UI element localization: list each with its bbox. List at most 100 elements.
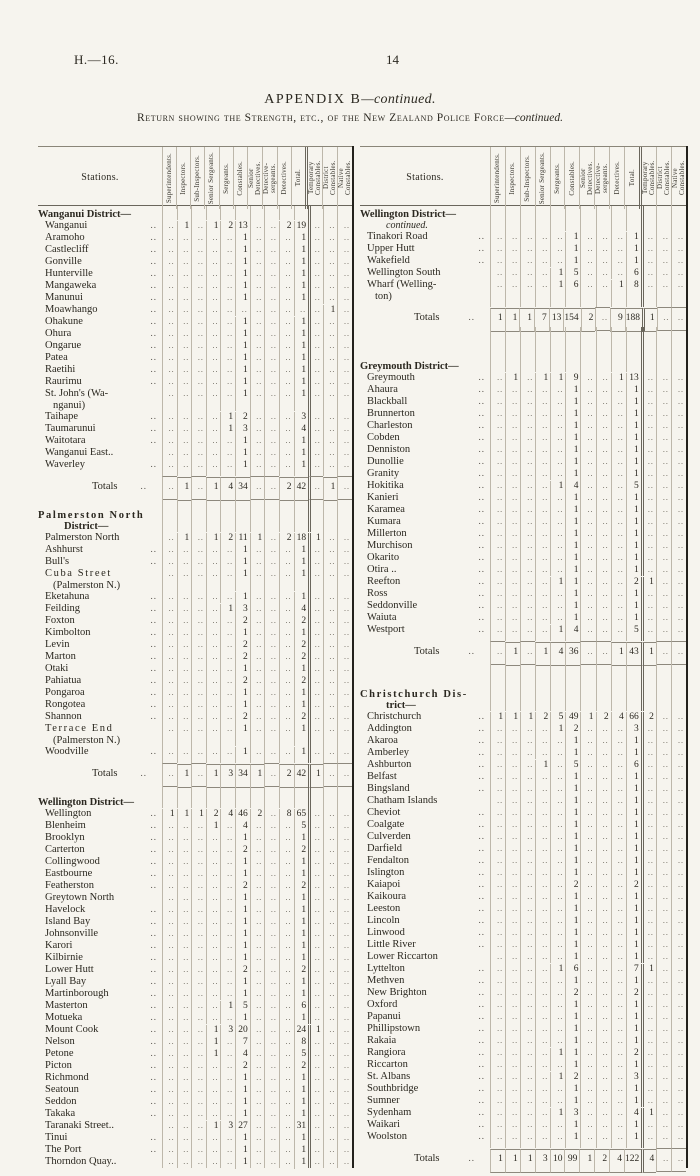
value-cell: .. (191, 423, 206, 435)
value-cell: .. (176, 447, 192, 459)
value-cell: 1 (625, 796, 641, 808)
value-cell: .. (191, 1096, 206, 1108)
station-row: Ohakune............ 1...... 1...... (38, 316, 352, 329)
value-cell: .. (640, 819, 656, 831)
value-cell: .. (610, 516, 626, 528)
value-cell: .. (162, 627, 177, 639)
value-cell: .. (337, 591, 352, 603)
value-cell: .. (490, 855, 505, 867)
value-cell: 13 (625, 373, 641, 385)
value-cell: .. (220, 880, 235, 892)
station-row: Murchison............ 1...... 1...... (360, 540, 686, 553)
station-row: Oxford............ 1...... 1...... (360, 999, 686, 1012)
value-cell (205, 209, 221, 220)
value-cell: 1 (565, 784, 580, 796)
value-cell (308, 783, 323, 797)
value-cell: 42 (293, 477, 309, 501)
value-cell: 1 (235, 448, 250, 460)
value-cell: 5 (625, 481, 641, 493)
leader-dots: .. (150, 687, 157, 697)
value-cell: .. (535, 588, 550, 600)
value-cell: .. (640, 456, 656, 468)
value-cell: .. (205, 916, 221, 928)
value-cell: .. (505, 939, 520, 951)
value-cell: .. (308, 808, 323, 820)
value-cell: 1 (293, 905, 309, 917)
station-row: Woolston............ 1...... 1...... (360, 1131, 686, 1144)
value-cell: .. (337, 639, 352, 651)
value-cell: .. (191, 627, 206, 639)
leader-dots: .. (478, 759, 485, 769)
value-cell (565, 636, 580, 641)
value-cell: .. (505, 588, 520, 600)
value-cell (550, 700, 565, 711)
value-cell: .. (610, 243, 626, 255)
value-cell: .. (550, 819, 565, 831)
value-cell (235, 471, 250, 476)
value-cell: .. (580, 504, 595, 516)
station-row: Blenheim........ 1.. 4...... 5...... (38, 820, 352, 833)
value-cell: .. (535, 528, 550, 540)
value-cell (550, 302, 565, 307)
station-row: Papanui............ 1...... 1...... (360, 1011, 686, 1024)
value-cell: .. (191, 1120, 206, 1132)
district-header-row: Wellington District— (38, 797, 352, 808)
value-cell: .. (580, 588, 595, 600)
value-cell: .. (640, 723, 656, 735)
return-subtitle-main: Return showing the Strength, etc., of th… (136, 112, 505, 124)
value-cell: .. (640, 231, 656, 243)
value-cell: .. (337, 232, 352, 244)
value-cell: .. (640, 891, 656, 903)
value-cell: .. (535, 879, 550, 891)
value-cell: .. (308, 244, 323, 256)
value-cell: .. (670, 1023, 686, 1035)
station-row: Denniston............ 1...... 1...... (360, 444, 686, 457)
value-cell: .. (535, 1131, 550, 1143)
value-cell (235, 735, 250, 746)
value-cell: .. (580, 807, 595, 819)
value-cell: 1 (565, 928, 580, 940)
value-cell: .. (264, 1084, 279, 1096)
value-cell (249, 496, 265, 510)
station-row: Seatoun............ 1...... 1...... (38, 1084, 352, 1097)
value-cell: .. (490, 600, 505, 612)
value-cell (520, 327, 535, 361)
value-cell: 1 (625, 493, 641, 505)
value-cell: .. (490, 747, 505, 759)
value-cell: .. (162, 556, 177, 568)
value-cell: .. (264, 1108, 279, 1120)
value-cell: .. (162, 832, 177, 844)
value-cell (191, 580, 206, 591)
value-cell: 4 (565, 481, 580, 493)
value-cell (322, 209, 338, 220)
value-cell: 1 (235, 293, 250, 305)
value-cell: .. (490, 771, 505, 783)
leader-dots: .. (478, 420, 485, 430)
value-cell: .. (308, 1156, 323, 1168)
station-name: Linwood.. (360, 927, 490, 938)
station-row: Ahaura............ 1...... 1...... (360, 384, 686, 397)
value-cell: 1 (565, 808, 580, 820)
value-cell (640, 327, 656, 361)
value-cell: .. (264, 1096, 279, 1108)
value-cell: .. (308, 1072, 323, 1084)
leader-dots: .. (478, 540, 485, 550)
value-cell: 4 (610, 712, 626, 724)
value-cell: .. (655, 492, 671, 504)
value-cell (308, 735, 323, 746)
value-cell (655, 700, 671, 711)
value-cell: .. (655, 855, 671, 867)
value-cell: .. (670, 843, 686, 855)
value-cell: .. (322, 1036, 338, 1048)
value-cell: .. (162, 256, 177, 268)
leader-dots: .. (478, 807, 485, 817)
value-cell: .. (176, 1108, 192, 1120)
value-cell: .. (322, 916, 338, 928)
value-cell: 1 (625, 844, 641, 856)
value-cell: .. (162, 459, 177, 471)
value-cell (535, 220, 550, 231)
value-cell: .. (308, 388, 323, 400)
value-cell: .. (176, 1084, 192, 1096)
value-cell: .. (278, 746, 294, 758)
value-cell: .. (176, 723, 192, 735)
